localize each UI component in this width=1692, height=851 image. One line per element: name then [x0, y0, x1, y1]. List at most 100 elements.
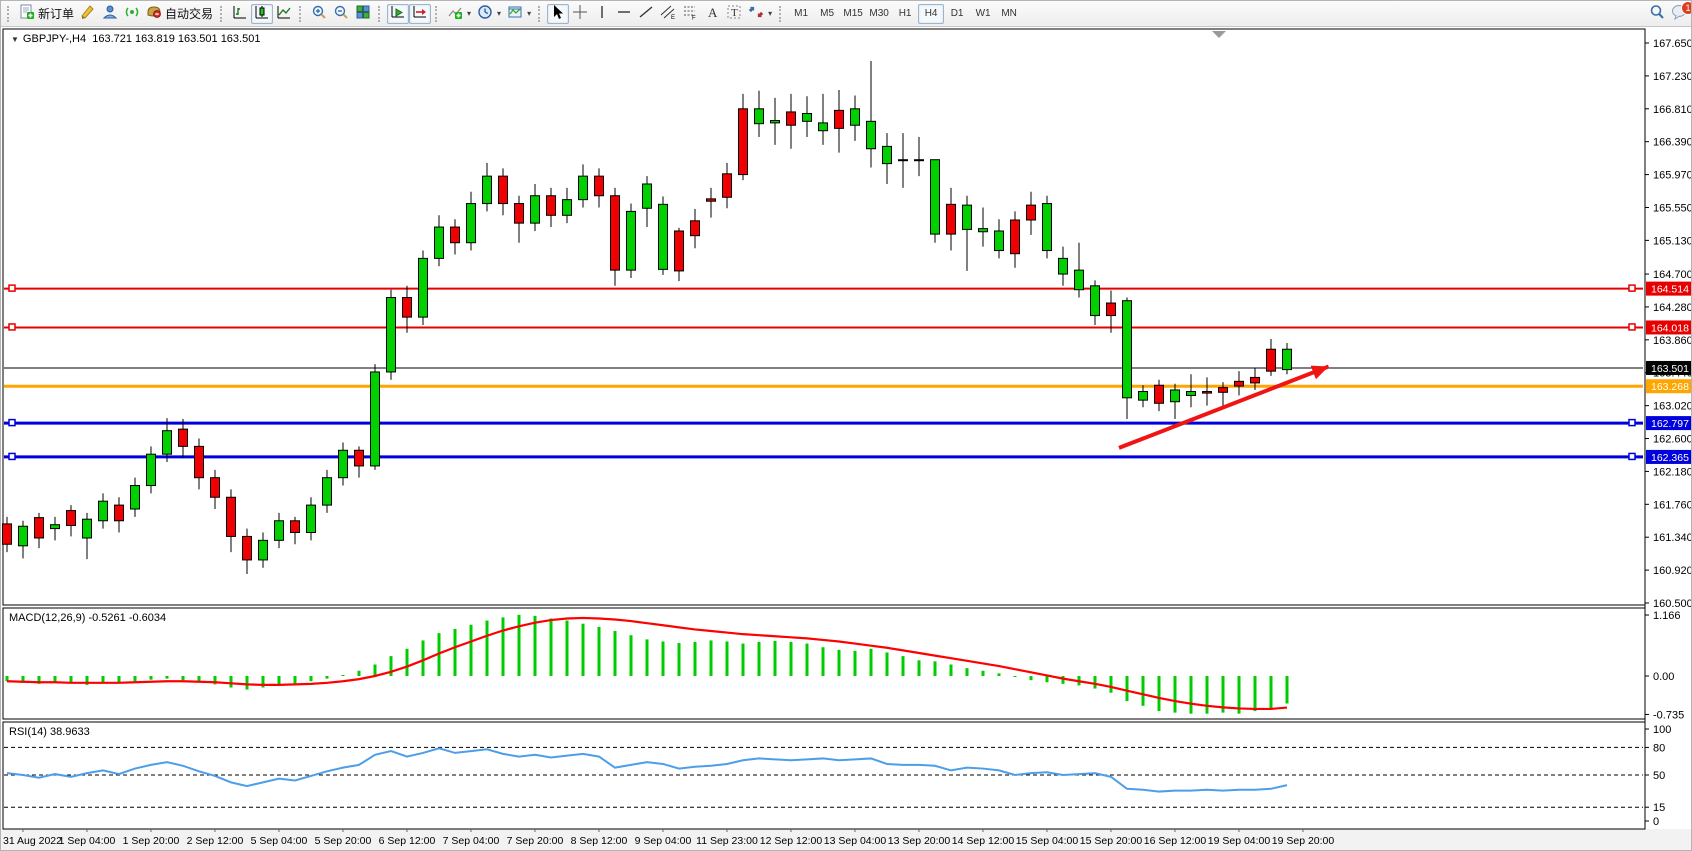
svg-text:5 Sep 20:00: 5 Sep 20:00	[315, 835, 372, 847]
toolbar-grip	[299, 5, 305, 22]
svg-text:100: 100	[1653, 724, 1671, 736]
timeframe-m5-button[interactable]: M5	[814, 4, 840, 24]
timeframe-m30-button[interactable]: M30	[866, 4, 892, 24]
templates-button[interactable]: ▾	[504, 4, 534, 24]
svg-text:162.600: 162.600	[1653, 434, 1692, 446]
auto-scroll-button[interactable]	[387, 3, 410, 24]
tile-windows-button[interactable]	[352, 4, 374, 24]
signal-button[interactable]	[121, 4, 143, 24]
zoom-in-button[interactable]	[308, 4, 330, 24]
svg-text:7 Sep 20:00: 7 Sep 20:00	[507, 835, 564, 847]
svg-text:A: A	[708, 5, 718, 20]
search-button[interactable]	[1646, 4, 1668, 24]
profile-icon	[102, 4, 118, 23]
timeframe-d1-button[interactable]: D1	[944, 4, 970, 24]
toolbar-grip	[378, 5, 384, 22]
cursor-button[interactable]	[547, 3, 570, 24]
svg-text:0.00: 0.00	[1653, 671, 1674, 683]
svg-text:2 Sep 12:00: 2 Sep 12:00	[187, 835, 244, 847]
svg-text:E: E	[671, 15, 675, 20]
chart-shift-button[interactable]	[409, 3, 432, 24]
indicators-button[interactable]: ▾	[444, 4, 474, 24]
svg-text:12 Sep 12:00: 12 Sep 12:00	[760, 835, 823, 847]
channel-button[interactable]: E	[657, 4, 679, 24]
indicators-icon	[447, 4, 463, 23]
new-order-button[interactable]: 新订单	[16, 4, 77, 24]
svg-text:15 Sep 04:00: 15 Sep 04:00	[1016, 835, 1079, 847]
chevron-down-icon: ▾	[467, 9, 472, 18]
timeframe-m1-button[interactable]: M1	[788, 4, 814, 24]
line-chart-icon	[276, 4, 292, 23]
timeframe-h1-button[interactable]: H1	[892, 4, 918, 24]
svg-text:19 Sep 04:00: 19 Sep 04:00	[1208, 835, 1271, 847]
svg-text:80: 80	[1653, 742, 1665, 754]
toolbar-grip	[779, 5, 785, 22]
svg-text:7 Sep 04:00: 7 Sep 04:00	[443, 835, 500, 847]
chevron-down-icon: ▾	[497, 9, 502, 18]
svg-text:14 Sep 12:00: 14 Sep 12:00	[952, 835, 1015, 847]
trendline-button[interactable]	[635, 4, 657, 24]
svg-text:11 Sep 23:00: 11 Sep 23:00	[696, 835, 758, 847]
toolbar-grip	[220, 5, 226, 22]
crosshair-button[interactable]	[569, 4, 591, 24]
svg-text:161.760: 161.760	[1653, 499, 1692, 511]
chart-canvas[interactable]: 167.650 167.230 166.810 166.390 165.970 165.5…	[1, 27, 1692, 851]
chart-shift-marker[interactable]	[1212, 31, 1226, 38]
horizontal-line-icon	[616, 4, 632, 23]
timeframe-mn-button[interactable]: MN	[996, 4, 1022, 24]
rsi-pane	[4, 746, 1643, 808]
fibonacci-icon: F	[682, 4, 698, 23]
bar-chart-icon	[232, 4, 248, 23]
horizontal-line-162.797[interactable]	[4, 418, 1643, 427]
text-button[interactable]: A	[701, 4, 723, 24]
svg-text:164.018: 164.018	[1651, 322, 1689, 334]
horizontal-line-button[interactable]	[613, 4, 635, 24]
vertical-line-icon	[594, 4, 610, 23]
profile-button[interactable]	[99, 4, 121, 24]
horizontal-line-162.365[interactable]	[4, 452, 1643, 461]
zoom-out-button[interactable]	[330, 4, 352, 24]
svg-text:1 Sep 20:00: 1 Sep 20:00	[123, 835, 180, 847]
svg-text:162.365: 162.365	[1651, 452, 1689, 464]
chart-window: 167.650 167.230 166.810 166.390 165.970 165.5…	[1, 27, 1692, 851]
horizontal-line-164.018[interactable]	[4, 323, 1643, 331]
line-chart-button[interactable]	[273, 4, 295, 24]
svg-text:161.340: 161.340	[1653, 532, 1692, 544]
vertical-line-button[interactable]	[591, 4, 613, 24]
trend-arrow[interactable]	[1118, 364, 1330, 450]
text-icon: A	[704, 4, 720, 23]
svg-text:F: F	[692, 16, 696, 21]
new-order-icon	[19, 4, 35, 23]
arrows-button[interactable]: ▾	[745, 4, 775, 24]
svg-text:164.700: 164.700	[1653, 269, 1692, 281]
svg-text:165.970: 165.970	[1653, 170, 1692, 182]
svg-text:50: 50	[1653, 770, 1665, 782]
timeframe-w1-button[interactable]: W1	[970, 4, 996, 24]
crosshair-icon	[572, 4, 588, 23]
horn-button[interactable]	[77, 4, 99, 24]
candle-chart-button[interactable]	[251, 3, 274, 24]
svg-text:164.514: 164.514	[1651, 284, 1689, 296]
trendline-icon	[638, 4, 654, 23]
svg-text:160.500: 160.500	[1653, 598, 1692, 610]
bar-chart-button[interactable]	[229, 4, 251, 24]
timeframe-h4-button[interactable]: H4	[918, 3, 945, 24]
svg-text:13 Sep 04:00: 13 Sep 04:00	[824, 835, 887, 847]
timeframe-toolbar: M1 M5 M15 M30 H1 H4 D1 W1 MN	[788, 3, 1022, 24]
periods-button[interactable]: ▾	[474, 4, 504, 24]
svg-text:0: 0	[1653, 816, 1659, 828]
svg-text:162.797: 162.797	[1651, 418, 1689, 430]
toolbar-grip	[435, 5, 441, 22]
candle-chart-icon	[254, 4, 270, 23]
svg-text:166.810: 166.810	[1653, 104, 1692, 116]
svg-text:15 Sep 20:00: 15 Sep 20:00	[1080, 835, 1143, 847]
zoom-in-icon	[311, 4, 327, 23]
svg-text:162.180: 162.180	[1653, 466, 1692, 478]
text-label-button[interactable]: T	[723, 4, 745, 24]
chat-button[interactable]: 1	[1668, 1, 1691, 24]
autotrading-button[interactable]: 自动交易	[143, 4, 216, 24]
fibonacci-button[interactable]: F	[679, 4, 701, 24]
horizontal-line-164.514[interactable]	[4, 284, 1643, 292]
timeframe-m15-button[interactable]: M15	[840, 4, 866, 24]
svg-text:160.920: 160.920	[1653, 565, 1692, 577]
